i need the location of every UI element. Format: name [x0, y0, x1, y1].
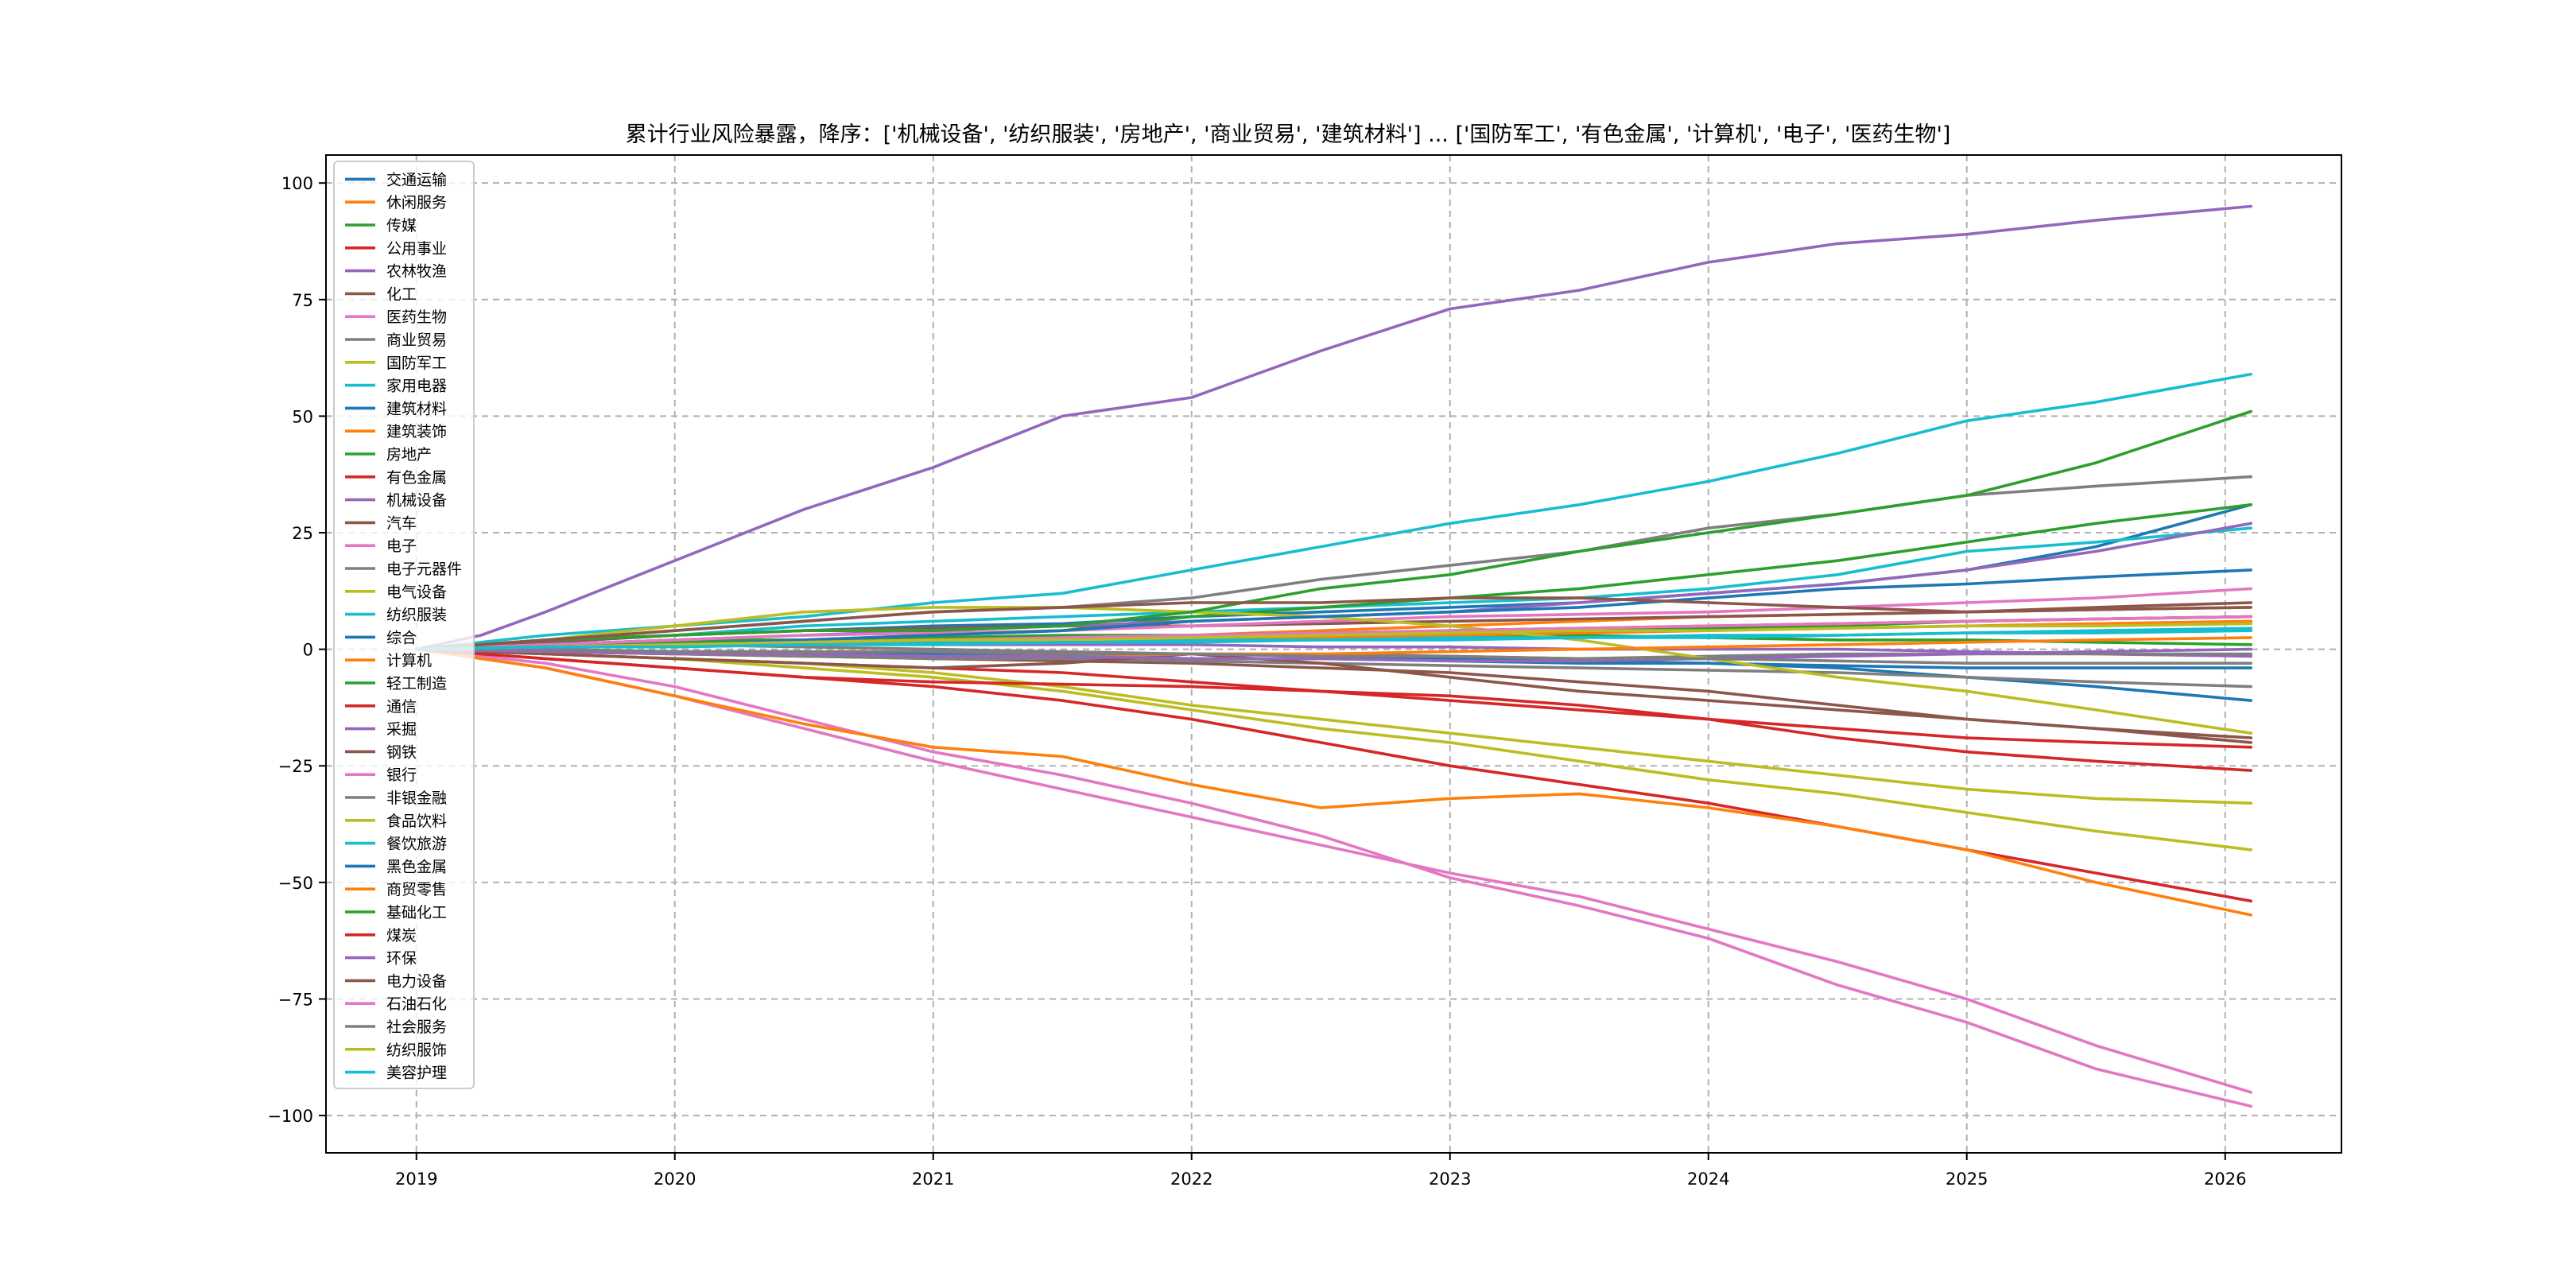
y-tick-label: 25 [292, 524, 313, 543]
series-line-12 [414, 503, 2252, 651]
legend-label: 纺织服装 [386, 607, 447, 624]
legend-label: 轻工制造 [386, 675, 447, 692]
legend-label: 商贸零售 [386, 881, 447, 898]
legend-label: 建筑材料 [386, 400, 447, 417]
y-tick-label: −75 [278, 990, 313, 1009]
x-tick-label: 2020 [654, 1170, 696, 1189]
y-tick-label: −50 [278, 874, 313, 893]
legend-label: 有色金属 [386, 469, 447, 487]
x-tick-label: 2024 [1687, 1170, 1729, 1189]
legend-label: 农林牧渔 [386, 263, 447, 281]
chart-title: 累计行业风险暴露，降序：['机械设备', '纺织服装', '房地产', '商业贸… [626, 122, 1951, 147]
series-line-38 [414, 622, 2252, 651]
legend-label: 汽车 [386, 514, 417, 532]
legend-label: 计算机 [386, 652, 432, 669]
series-line-14 [414, 204, 2252, 651]
legend-label: 电气设备 [386, 584, 447, 601]
legend: 交通运输休闲服务传媒公用事业农林牧渔化工医药生物商业贸易国防军工家用电器建筑材料… [333, 161, 475, 1089]
legend-label: 国防军工 [386, 355, 447, 372]
legend-label: 黑色金属 [386, 858, 447, 875]
x-tick-label: 2022 [1170, 1170, 1212, 1189]
legend-label: 采掘 [386, 721, 417, 739]
legend-label: 美容护理 [386, 1065, 447, 1082]
legend-label: 食品饮料 [386, 813, 447, 830]
y-tick-label: 50 [292, 407, 313, 426]
series-line-26 [414, 587, 2252, 651]
legend-label: 银行 [386, 766, 417, 784]
series-line-35 [414, 596, 2252, 651]
y-tick-label: −100 [267, 1107, 313, 1126]
legend-label: 电子元器件 [386, 561, 462, 578]
legend-label: 商业贸易 [386, 332, 447, 349]
x-tick-label: 2025 [1946, 1170, 1988, 1189]
y-tick-label: 0 [303, 641, 313, 660]
legend-label: 电子 [386, 537, 417, 555]
x-tick-label: 2019 [395, 1170, 437, 1189]
legend-label: 房地产 [386, 446, 432, 464]
y-tick-label: 100 [281, 174, 313, 193]
series-line-25 [414, 647, 2252, 744]
series-lines [414, 204, 2252, 1108]
series-line-21 [414, 647, 2252, 917]
legend-label: 医药生物 [386, 308, 447, 326]
legend-label: 公用事业 [386, 240, 447, 258]
y-tick-label: 75 [292, 291, 313, 310]
series-line-19 [414, 372, 2252, 651]
legend-label: 非银金融 [386, 789, 447, 807]
series-line-34 [414, 647, 2252, 663]
legend-label: 机械设备 [386, 492, 447, 510]
series-line-23 [414, 647, 2252, 772]
series-line-37 [414, 647, 2252, 665]
series-line-16 [414, 647, 2252, 1094]
series-line-32 [414, 409, 2252, 651]
legend-label: 家用电器 [386, 378, 447, 395]
series-line-18 [414, 647, 2252, 852]
legend-label: 化工 [386, 285, 417, 303]
legend-label: 电力设备 [386, 972, 447, 990]
legend-label: 交通运输 [386, 171, 447, 188]
plot-frame [325, 154, 2342, 1154]
series-line-6 [414, 647, 2252, 1108]
legend-label: 综合 [386, 629, 417, 646]
x-tick-label: 2023 [1429, 1170, 1471, 1189]
legend-label: 钢铁 [386, 743, 417, 761]
legend-label: 石油石化 [386, 995, 447, 1013]
grid-lines [326, 155, 2341, 1153]
x-tick-label: 2026 [2204, 1170, 2246, 1189]
legend-label: 休闲服务 [386, 194, 447, 211]
legend-label: 建筑装饰 [386, 423, 447, 440]
axes: 2019 2020 2021 2022 2023 2024 2025 2026 −100 −75 −… [267, 154, 2342, 1189]
legend-label: 传媒 [386, 217, 417, 235]
series-line-39 [414, 627, 2252, 651]
y-tick-label: −25 [278, 757, 313, 776]
legend-box [333, 161, 475, 1089]
legend-label: 基础化工 [386, 904, 447, 921]
legend-label: 通信 [386, 698, 417, 716]
legend-label: 社会服务 [386, 1018, 447, 1036]
legend-label: 餐饮旅游 [386, 836, 447, 853]
legend-label: 环保 [386, 950, 417, 968]
legend-label: 纺织服饰 [386, 1042, 447, 1059]
x-tick-label: 2021 [912, 1170, 954, 1189]
legend-label: 煤炭 [386, 927, 417, 945]
